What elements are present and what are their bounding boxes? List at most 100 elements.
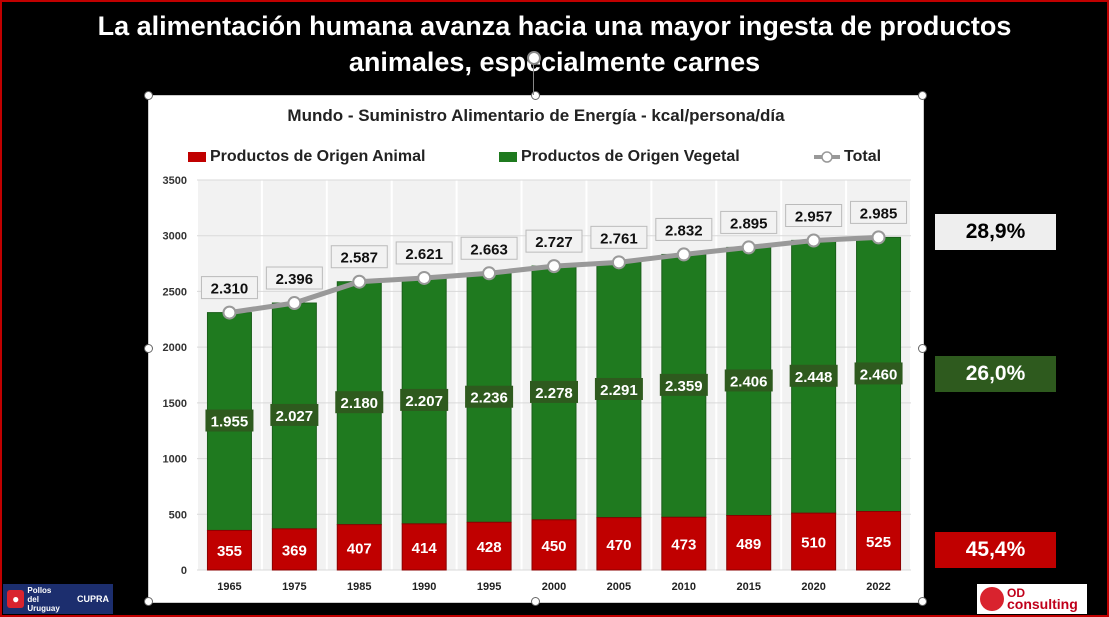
total-point — [482, 266, 497, 281]
resize-handle-bl[interactable] — [144, 597, 153, 606]
bar-animal — [661, 516, 707, 571]
resize-handle-tl[interactable] — [144, 91, 153, 100]
chart-legend: Productos de Origen Animal Productos de … — [184, 148, 913, 168]
data-label-animal: 407 — [347, 540, 372, 557]
legend-swatch-total — [814, 151, 840, 163]
growth-box-vegetal: 26,0% — [935, 356, 1056, 392]
data-label-vegetal: 2.406 — [730, 373, 768, 390]
legend-swatch-vegetal — [499, 152, 517, 162]
data-label-box-total — [265, 266, 323, 290]
resize-handle-right[interactable] — [918, 344, 927, 353]
data-label-vegetal: 2.180 — [340, 395, 378, 412]
chicken-icon: ● — [7, 590, 25, 608]
data-label-box-total — [330, 245, 388, 269]
y-tick-label: 2000 — [163, 342, 187, 354]
bar-animal — [206, 529, 252, 571]
logo-left-line2: del Uruguay — [27, 594, 60, 613]
resize-handle-tr[interactable] — [918, 91, 927, 100]
slide-title-line1: La alimentación humana avanza hacia una … — [97, 11, 1012, 41]
data-label-animal: 369 — [282, 542, 307, 559]
growth-box-animal-label: 45,4% — [965, 538, 1026, 561]
resize-handle-br[interactable] — [918, 597, 927, 606]
slide-title: La alimentación humana avanza hacia una … — [0, 8, 1109, 80]
total-point — [611, 255, 626, 270]
bar-animal — [856, 511, 902, 571]
resize-handle-bottom[interactable] — [531, 597, 540, 606]
data-label-total: 2.985 — [860, 205, 898, 222]
x-tick-label: 1975 — [282, 581, 306, 593]
slide-title-line2: animales, especialmente carnes — [348, 47, 761, 77]
data-label-box-vegetal — [270, 403, 319, 426]
y-tick-label: 3000 — [163, 231, 187, 243]
y-tick-label: 1500 — [163, 398, 187, 410]
data-label-animal: 473 — [671, 537, 696, 554]
data-label-total: 2.587 — [340, 250, 378, 267]
data-label-vegetal: 1.955 — [211, 414, 249, 431]
data-label-total: 2.832 — [665, 222, 703, 239]
data-label-animal: 428 — [477, 539, 502, 556]
x-tick-label: 1965 — [217, 581, 241, 593]
data-label-box-vegetal — [465, 385, 514, 408]
total-point — [417, 270, 432, 285]
globe-icon — [980, 587, 1004, 611]
legend-item-vegetal: Productos de Origen Vegetal — [499, 148, 740, 166]
data-label-vegetal: 2.027 — [276, 408, 314, 425]
data-label-box-vegetal — [594, 377, 643, 400]
data-label-vegetal: 2.291 — [600, 382, 638, 399]
total-point — [352, 274, 367, 289]
data-label-total: 2.663 — [470, 241, 508, 258]
data-label-box-total — [655, 217, 713, 241]
x-tick-label: 1990 — [412, 581, 436, 593]
data-label-animal: 414 — [412, 540, 438, 557]
data-label-box-vegetal — [724, 369, 773, 392]
data-label-animal: 470 — [606, 537, 631, 554]
legend-label-animal: Productos de Origen Animal — [210, 148, 426, 165]
resize-handle-top[interactable] — [531, 91, 540, 100]
x-tick-label: 2005 — [607, 581, 631, 593]
growth-box-animal: 45,4% — [935, 532, 1056, 568]
data-label-vegetal: 2.448 — [795, 369, 833, 386]
data-label-box-vegetal — [659, 373, 708, 396]
data-label-total: 2.621 — [405, 246, 443, 263]
logo-left-brand: CUPRA — [76, 594, 109, 604]
data-label-total: 2.957 — [795, 209, 833, 226]
rotate-handle-stem — [533, 65, 534, 95]
logo-right-line1: OD — [1007, 586, 1025, 600]
logo-od-consulting: OD consulting — [977, 584, 1087, 614]
resize-handle-left[interactable] — [144, 344, 153, 353]
total-point — [547, 259, 561, 274]
data-label-box-total — [590, 225, 648, 249]
legend-label-vegetal: Productos de Origen Vegetal — [521, 148, 740, 165]
data-label-total: 2.727 — [535, 234, 573, 251]
data-label-vegetal: 2.236 — [470, 390, 508, 407]
bar-animal — [726, 515, 772, 571]
data-label-total: 2.396 — [276, 271, 314, 288]
data-label-box-total — [850, 200, 908, 224]
data-label-total: 2.310 — [211, 281, 249, 298]
data-label-box-vegetal — [400, 388, 449, 411]
chart-plot: 0 500 1000 1500 2000 2500 3000 3500 1965 1975 1985… — [163, 175, 912, 593]
data-label-animal: 450 — [541, 538, 566, 555]
data-label-box-total — [525, 229, 583, 253]
x-tick-label: 1995 — [477, 581, 501, 593]
legend-swatch-animal — [188, 152, 206, 162]
data-label-box-total — [460, 236, 518, 260]
total-point — [741, 240, 756, 255]
data-label-box-total — [395, 241, 453, 265]
bar-animal — [336, 524, 382, 571]
x-tick-label: 1985 — [347, 581, 371, 593]
data-label-box-total — [785, 204, 843, 228]
chart-card[interactable]: Mundo - Suministro Alimentario de Energí… — [144, 91, 927, 606]
x-tick-label: 2010 — [672, 581, 696, 593]
rotate-handle[interactable] — [527, 51, 541, 65]
x-tick-label: 2000 — [542, 581, 566, 593]
data-label-total: 2.761 — [600, 230, 638, 247]
bar-animal — [531, 519, 577, 571]
growth-box-vegetal-label: 26,0% — [965, 362, 1026, 385]
x-tick-label: 2015 — [736, 581, 760, 593]
logo-left-line1: Pollos — [27, 585, 52, 595]
legend-item-total: Total — [814, 148, 881, 166]
x-tick-label: 2020 — [801, 581, 825, 593]
logo-pollos-del-uruguay: ● Pollos del Uruguay CUPRA — [3, 584, 113, 614]
